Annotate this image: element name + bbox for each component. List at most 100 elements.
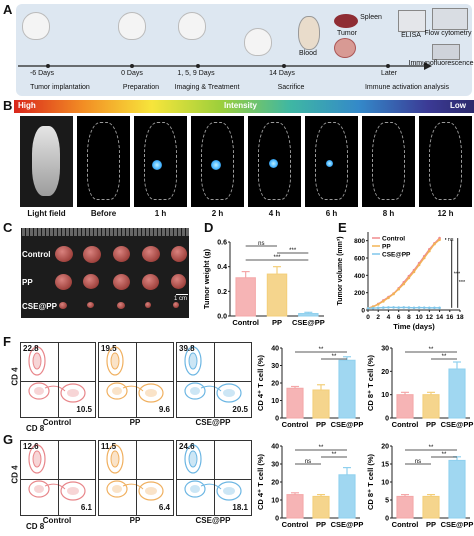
y-axis-label: CD 8⁺ T cell (%) [366,453,375,510]
quadrant-value-lower-right: 9.6 [158,405,170,414]
quadrant-value-lower-right: 20.5 [232,405,248,414]
data-point [376,306,380,310]
stage-label: Preparation [122,84,160,91]
data-point [397,287,400,291]
quadrant-value-upper-left: 22.8 [23,344,39,353]
x-tick-label: 18 [456,314,464,321]
group-label-pp: PP [22,278,33,287]
y-tick-label: 0.6 [217,240,227,247]
x-tick-label: CSE@PP [441,420,474,429]
bar [235,277,256,317]
quadrant-value-lower-right: 10.5 [76,405,92,414]
quadrant-value-lower-right: 18.1 [232,503,248,512]
flow-group-label: CSE@PP [195,418,231,427]
flow-group-label: Control [42,418,72,427]
legend-label: Control [382,236,405,243]
data-point [428,306,431,310]
flow-plot-csepp: 39.8 20.5 [176,342,252,418]
blood-label: Blood [299,50,317,57]
cd8-bar-chart-f: 0 10 20 30 Control PP CSE@PP ** ** CD 8⁺ T cell (… [366,346,474,430]
sig-label: ** [319,347,324,353]
bar [338,474,356,519]
image-label: Before [90,209,117,218]
flow-plot-csepp: 24.6 18.1 [176,440,252,516]
sig-label: ** [332,354,337,360]
bar [266,273,288,317]
flow-x-axis-label: CD 8 [26,424,45,433]
bar [448,459,466,519]
panel-label-b: B [3,98,13,113]
data-point [382,306,385,309]
y-axis-label: CD 4⁺ T cell (%) [256,354,265,411]
x-tick-label: 8 [407,314,411,321]
x-tick-label: 16 [446,314,454,321]
elisa-label: ELISA [401,32,421,39]
quadrant-value-upper-left: 24.6 [179,442,195,451]
x-tick-label: Control [392,520,419,529]
x-tick-label: PP [316,420,326,429]
bar [396,394,414,419]
flow-plot-pp: 19.5 9.6 [98,342,174,418]
data-point [422,306,426,309]
flow-group-label: CSE@PP [195,516,231,525]
timeline-background [16,4,472,96]
flow-cytometer-icon [432,8,468,30]
y-axis-label: CD 4⁺ T cell (%) [256,453,265,510]
image-label: 4 h [268,209,281,218]
image-label: 2 h [211,209,224,218]
fluorescence-image-12h [419,116,472,207]
mouse-icon [22,12,50,40]
sig-label: ** [429,445,434,451]
x-tick-label: CSE@PP [331,420,364,429]
if-label: Immunofluorescence [408,60,474,67]
fluorescence-image-2h [191,116,244,207]
spleen-label: Spleen [360,14,382,21]
ruler [21,228,189,236]
bar [298,313,319,317]
x-tick-label: Control [282,420,309,429]
y-tick-label: 10 [381,480,389,487]
day-label: 14 Days [269,70,295,77]
sig-label: ** [429,347,434,353]
mouse-icon [118,12,146,40]
x-tick-label: Control [392,420,419,429]
blood-tube-icon [298,16,320,50]
data-point [382,300,385,303]
y-tick-label: 30 [381,346,389,353]
sig-label: ns [448,237,454,243]
panel-label-g: G [3,432,14,447]
bar [422,495,440,519]
data-point [392,306,395,309]
sig-label: ns [415,459,421,465]
flow-x-axis-label: CD 8 [26,522,45,531]
timeline-arrow [18,62,432,70]
y-tick-label: 20 [381,444,389,451]
x-tick-label: 6 [397,314,401,321]
x-tick-label: PP [426,420,436,429]
sig-label: ** [332,452,337,458]
y-tick-label: 20 [271,381,279,388]
fluorescence-image-6h [305,116,358,207]
cd4-bar-chart-f: 0 10 20 30 40 Control PP CSE@PP ** ** CD 4⁺ T cell… [256,346,364,430]
scale-label: 1 cm [174,296,188,302]
tumor-icon [334,38,356,58]
day-label: Later [381,70,397,77]
fluorescence-image-4h [248,116,301,207]
flow-plot-control: 12.6 6.1 [20,440,96,516]
flow-group-label: Control [42,516,72,525]
data-point [428,249,431,253]
x-tick-label: Control [282,520,309,529]
sig-label: ns [305,459,311,465]
group-label-control: Control [22,250,51,259]
quadrant-value-upper-left: 19.5 [101,344,117,353]
y-tick-label: 20 [271,480,279,487]
y-tick-label: 10 [271,498,279,505]
quadrant-value-lower-right: 6.1 [80,503,92,512]
fluorescence-image-1h [134,116,187,207]
fluorescence-image-8h [362,116,415,207]
scale-bar [176,294,188,295]
y-tick-label: 30 [271,462,279,469]
flow-group-label: PP [129,418,141,427]
panel-label-a: A [3,2,13,17]
